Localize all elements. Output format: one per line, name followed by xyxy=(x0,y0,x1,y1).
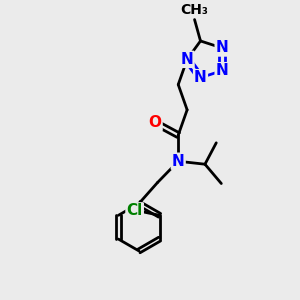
Text: N: N xyxy=(216,40,229,56)
Text: N: N xyxy=(194,70,207,85)
Text: N: N xyxy=(216,63,229,78)
Text: CH₃: CH₃ xyxy=(181,3,208,17)
Text: Cl: Cl xyxy=(127,203,143,218)
Text: N: N xyxy=(172,154,184,169)
Text: N: N xyxy=(181,52,194,67)
Text: O: O xyxy=(148,115,162,130)
